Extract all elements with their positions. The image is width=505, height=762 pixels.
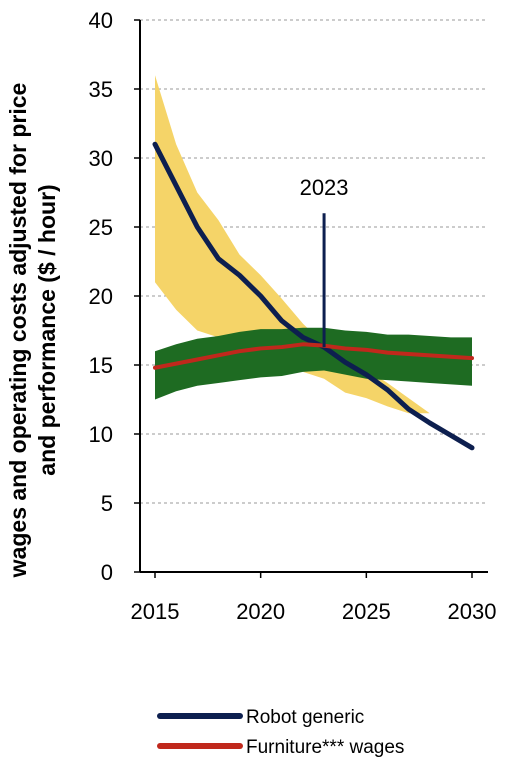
- annotation-label: 2023: [300, 175, 349, 200]
- furniture-wages-range-band: [155, 327, 472, 400]
- y-tick-label: 35: [89, 77, 113, 102]
- y-tick-label: 5: [101, 491, 113, 516]
- x-tick-label: 2015: [131, 599, 180, 624]
- legend: Robot generic Furniture*** wages: [157, 707, 404, 758]
- robot-generic-range-band: [155, 75, 430, 414]
- y-tick-label: 40: [89, 8, 113, 33]
- y-tick-label: 30: [89, 146, 113, 171]
- x-tick-label: 2025: [342, 599, 391, 624]
- legend-label-robot-generic: Robot generic: [246, 707, 364, 728]
- x-tick-label: 2020: [236, 599, 285, 624]
- x-tick-label: 2030: [448, 599, 497, 624]
- y-tick-label: 15: [89, 353, 113, 378]
- furniture-wages-line: [153, 342, 474, 370]
- y-tick-label: 25: [89, 215, 113, 240]
- y-tick-label: 10: [89, 422, 113, 447]
- y-axis-title: wages and operating costs adjusted for p…: [5, 83, 60, 579]
- y-tick-label: 20: [89, 284, 113, 309]
- y-tick-label: 0: [101, 560, 113, 585]
- robot-generic-line: [152, 141, 475, 451]
- y-axis-title-line1: wages and operating costs adjusted for p…: [5, 83, 31, 579]
- y-axis-title-line2: and performance ($ / hour): [34, 184, 60, 475]
- legend-label-furniture-wages: Furniture*** wages: [246, 737, 404, 758]
